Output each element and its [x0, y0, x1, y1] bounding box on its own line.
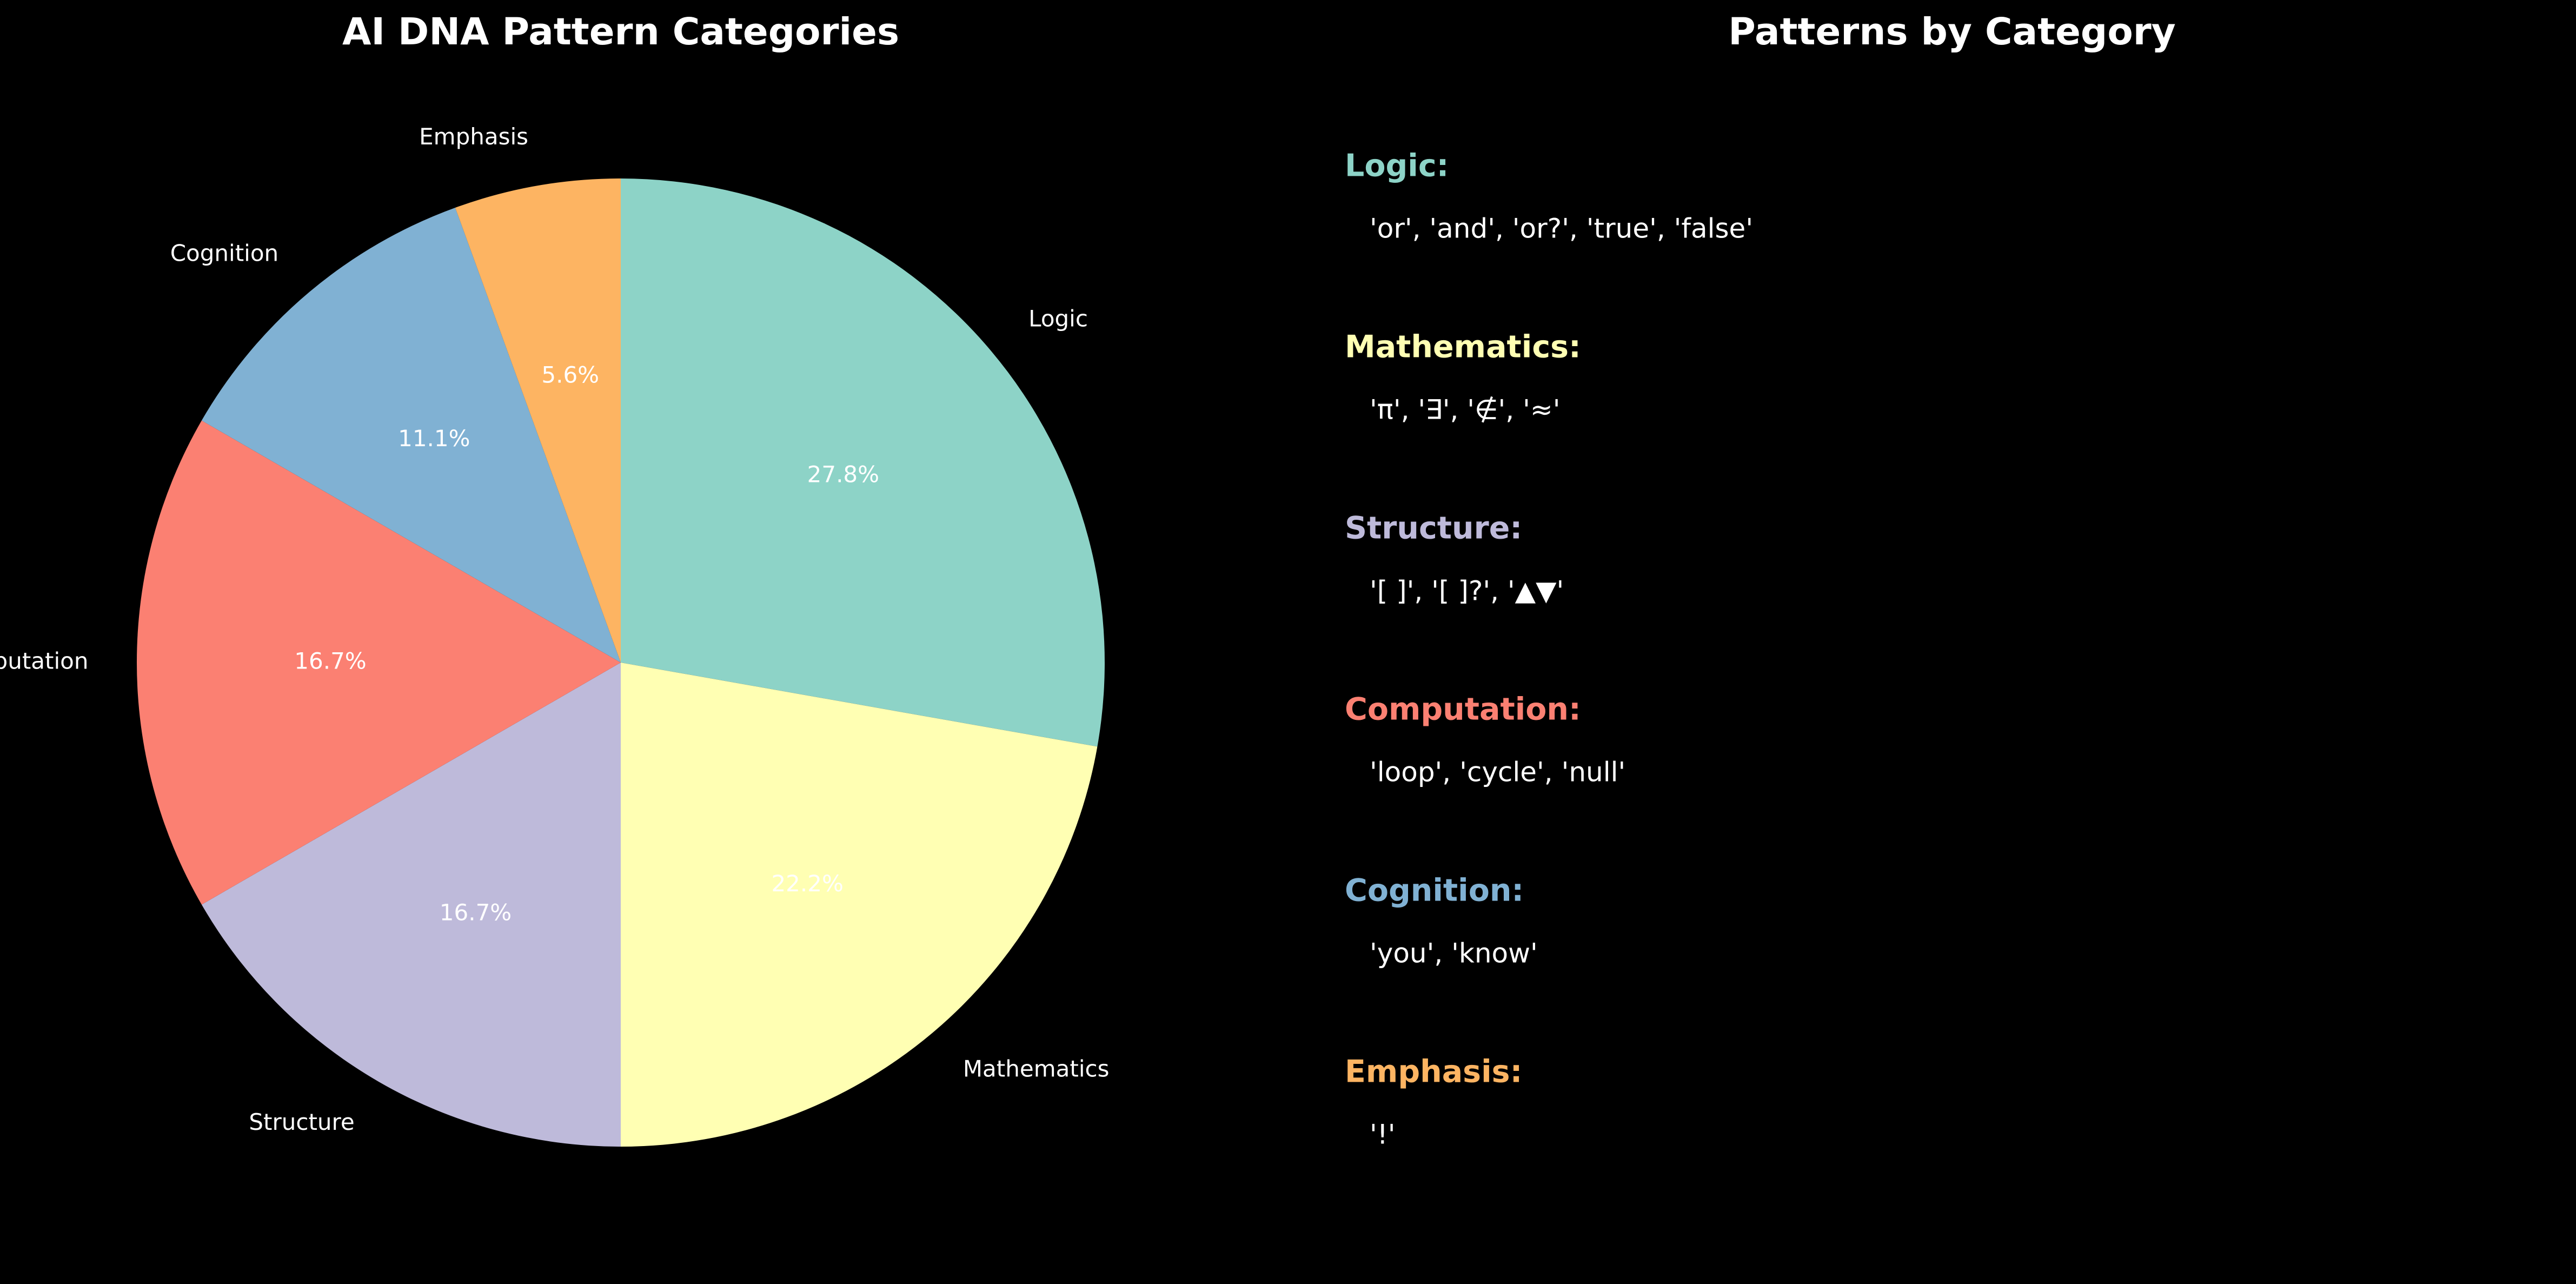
category-name-structure: Structure: [1345, 511, 1522, 546]
pie-percent-structure: 16.7% [440, 899, 512, 926]
pie-percent-cognition: 11.1% [398, 425, 470, 452]
pie-percent-emphasis: 5.6% [541, 362, 599, 388]
pie-wedge-emphasis [455, 178, 621, 663]
category-patterns-logic: 'or', 'and', 'or?', 'true', 'false' [1370, 213, 1753, 244]
patterns-panel-title: Patterns by Category [1728, 10, 2175, 54]
category-name-mathematics: Mathematics: [1345, 329, 1581, 365]
pie-chart-title: AI DNA Pattern Categories [342, 10, 899, 54]
patterns-panel: Patterns by Category Logic: 'or', 'and', … [1345, 10, 2176, 1150]
category-name-logic: Logic: [1345, 148, 1449, 184]
pie-labels: Logic 27.8% Mathematics 22.2% Structure 16.7%… [0, 123, 1109, 1135]
pie-wedge-computation [136, 420, 621, 905]
pie-percent-logic: 27.8% [807, 461, 879, 487]
pattern-rows: Logic: 'or', 'and', 'or?', 'true', 'false… [1345, 148, 1753, 1150]
pie-percent-computation: 16.7% [294, 648, 366, 674]
pie-label-logic: Logic [1028, 306, 1088, 332]
pie-label-emphasis: Emphasis [419, 123, 528, 150]
pie-wedge-structure [201, 663, 621, 1147]
category-name-emphasis: Emphasis: [1345, 1054, 1522, 1090]
pie-wedge-logic [621, 178, 1105, 747]
category-name-computation: Computation: [1345, 692, 1581, 727]
pie-percent-mathematics: 22.2% [771, 870, 843, 897]
pie-chart: AI DNA Pattern Categories Logic 27.8% Math… [0, 10, 1109, 1147]
category-patterns-mathematics: 'π', '∃', '∉', '≈' [1370, 394, 1560, 426]
pie-wedge-mathematics [621, 663, 1098, 1147]
category-patterns-cognition: 'you', 'know' [1370, 938, 1538, 969]
pie-label-cognition: Cognition [170, 240, 278, 266]
pie-wedges [136, 178, 1105, 1147]
pie-label-computation: Computation [0, 648, 89, 674]
pie-label-mathematics: Mathematics [963, 1056, 1110, 1082]
category-name-cognition: Cognition: [1345, 873, 1524, 909]
category-patterns-structure: '[ ]', '[ ]?', '▲▼' [1370, 575, 1564, 607]
category-patterns-emphasis: '!' [1370, 1119, 1396, 1150]
category-patterns-computation: 'loop', 'cycle', 'null' [1370, 757, 1625, 788]
pie-wedge-cognition [201, 207, 621, 663]
pie-label-structure: Structure [249, 1109, 354, 1135]
